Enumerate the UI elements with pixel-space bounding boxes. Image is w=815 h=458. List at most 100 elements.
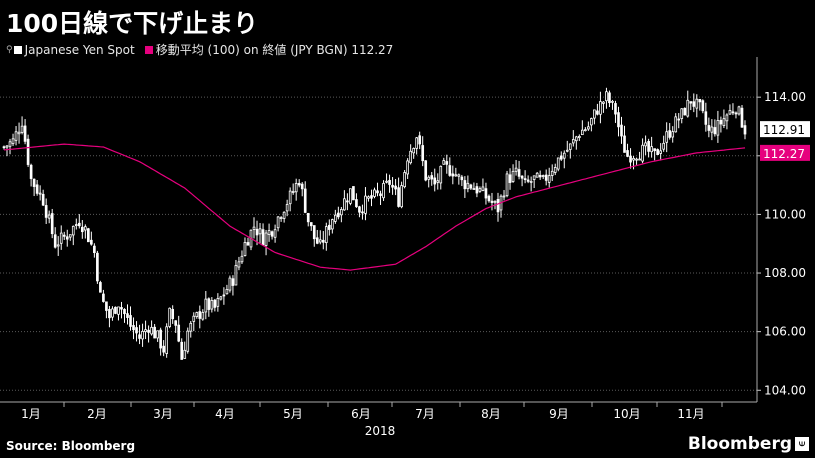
candle-body — [620, 124, 623, 137]
candle-body — [638, 158, 641, 161]
candle-body — [282, 211, 286, 219]
candle-body — [337, 212, 340, 218]
candle-body — [665, 131, 669, 143]
candle-body — [44, 205, 48, 218]
candle-body — [680, 108, 684, 119]
source-label: Source: Bloomberg — [6, 439, 136, 453]
legend: ⚲ Japanese Yen Spot 移動平均 (100) on 終値 (JP… — [6, 41, 393, 58]
candle-body — [448, 165, 452, 176]
candle-body — [484, 188, 488, 199]
candle-body — [647, 141, 650, 152]
candle-body — [403, 172, 406, 188]
candle-body — [276, 216, 280, 229]
candle-body — [364, 195, 367, 214]
candle-body — [635, 158, 638, 161]
candle-body — [577, 136, 581, 138]
candle-body — [505, 173, 509, 197]
candle-body — [68, 234, 72, 238]
ma-value-badge — [760, 144, 810, 161]
candle-body — [376, 190, 379, 194]
candle-body — [722, 118, 726, 126]
candle-body — [418, 135, 422, 145]
candle-body — [535, 172, 539, 178]
candle-body — [608, 92, 611, 104]
candle-body — [541, 175, 545, 177]
candle-body — [47, 214, 51, 219]
candle-body — [514, 167, 518, 172]
candle-body — [740, 107, 744, 128]
candle-body — [32, 178, 36, 187]
month-label: 3月 — [153, 407, 173, 421]
pin-icon: ⚲ — [6, 44, 13, 55]
candle-body — [288, 190, 292, 205]
ma-legend-swatch — [144, 45, 153, 54]
candle-body — [126, 313, 129, 318]
candle-body — [231, 278, 235, 286]
candle-body — [186, 330, 190, 352]
candle-body — [388, 179, 391, 185]
brand-text: Bloomberg — [687, 434, 792, 454]
candle-body — [466, 182, 470, 190]
candle-body — [17, 131, 21, 135]
candle-body — [574, 136, 578, 142]
candle-body — [358, 206, 361, 213]
candle-body — [644, 142, 647, 147]
candle-body — [261, 229, 265, 246]
candle-body — [99, 282, 102, 293]
candle-body — [162, 345, 165, 353]
candle-body — [90, 239, 93, 245]
candle-body — [439, 165, 443, 184]
candle-body — [412, 148, 415, 154]
candle-body — [96, 252, 99, 282]
candle-body — [559, 155, 563, 160]
candle-body — [303, 188, 307, 213]
candle-body — [544, 174, 548, 181]
candle-body — [340, 209, 343, 216]
candle-body — [436, 180, 440, 183]
candle-body — [77, 222, 81, 227]
candle-body — [38, 192, 42, 195]
candle-body — [379, 193, 382, 196]
candle-body — [454, 174, 458, 177]
candle-body — [397, 187, 400, 207]
candle-body — [138, 334, 141, 339]
month-label: 4月 — [215, 407, 235, 421]
candle-body — [80, 226, 84, 233]
candle-body — [324, 226, 328, 244]
candle-body — [493, 200, 497, 203]
candle-body — [385, 180, 388, 183]
bloomberg-logo: Bloomberg ⟒ — [688, 434, 809, 454]
candle-body — [650, 146, 653, 153]
candle-body — [502, 195, 506, 198]
candle-body — [297, 183, 301, 186]
candle-body — [565, 149, 569, 152]
candle-body — [406, 160, 409, 175]
candle-body — [14, 131, 18, 141]
candle-body — [225, 289, 229, 295]
candle-body — [346, 200, 349, 203]
candle-body — [56, 244, 60, 247]
candle-body — [144, 329, 147, 333]
candle-body — [743, 125, 747, 135]
candle-body — [367, 196, 370, 199]
candle-body — [59, 232, 63, 244]
y-tick-label: 108.00 — [764, 266, 806, 280]
candle-body — [571, 139, 575, 144]
candle-body — [421, 145, 425, 162]
candle-body — [129, 315, 132, 327]
candle-body — [734, 112, 738, 115]
candle-body — [8, 141, 12, 147]
candle-body — [349, 188, 352, 204]
candle-body — [511, 170, 515, 182]
candle-body — [469, 184, 473, 189]
candle-body — [216, 298, 220, 307]
candle-body — [463, 180, 467, 190]
candle-body — [674, 116, 678, 133]
candle-body — [391, 184, 394, 188]
candle-body — [698, 98, 702, 103]
candle-body — [683, 107, 687, 116]
candle-body — [83, 226, 87, 231]
candle-body — [285, 204, 289, 212]
month-label: 8月 — [481, 407, 501, 421]
